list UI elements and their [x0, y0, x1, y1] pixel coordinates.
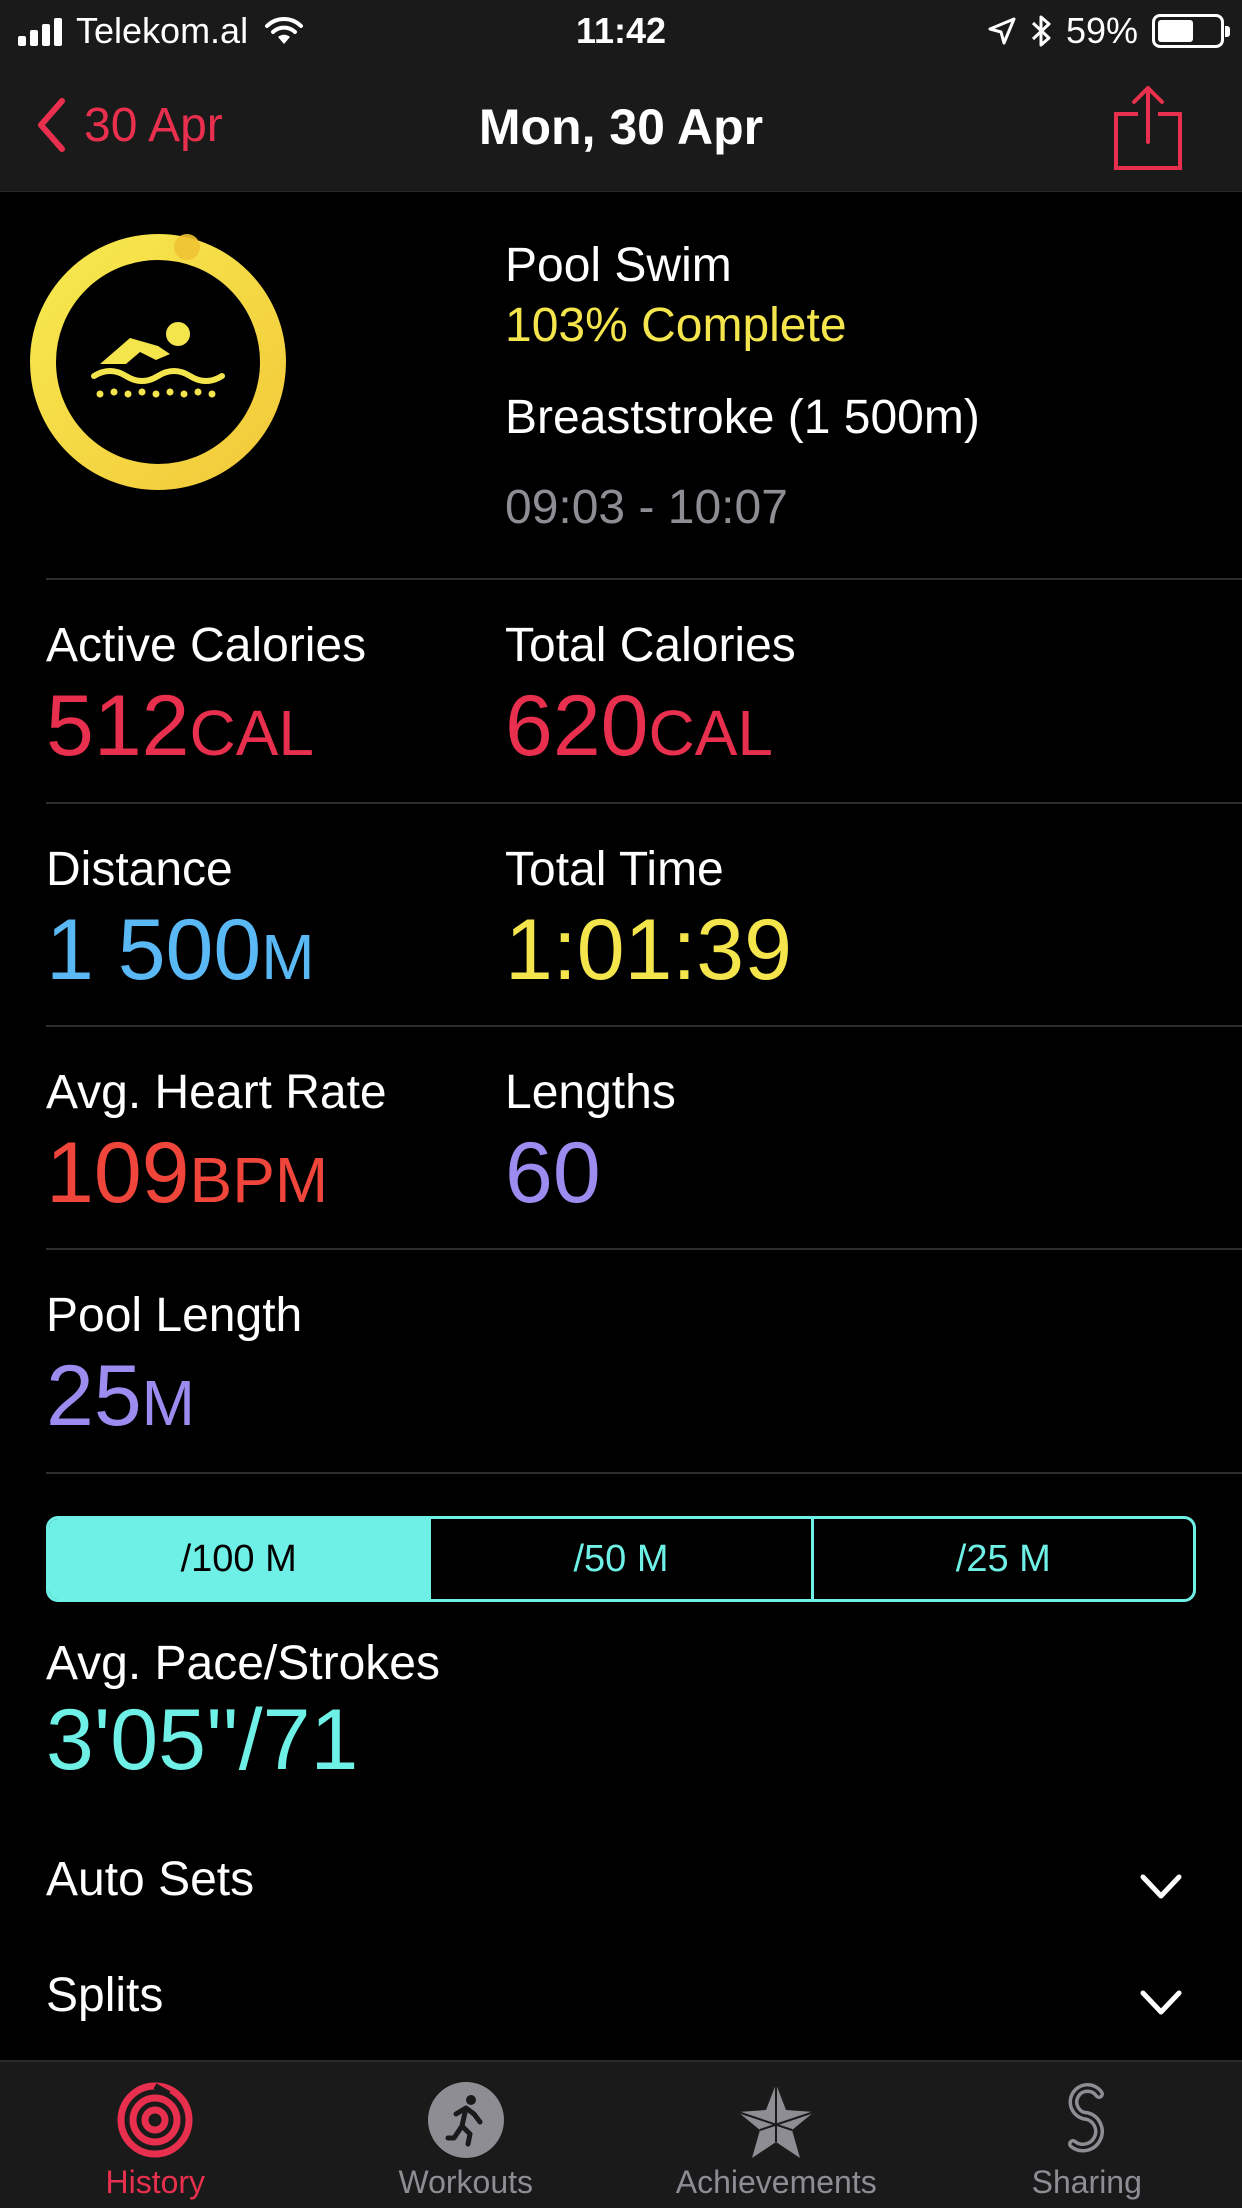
divider	[46, 578, 1242, 580]
unit: CAL	[189, 697, 315, 769]
active-calories-value: 512CAL	[46, 678, 315, 774]
workout-name: Pool Swim	[505, 239, 732, 292]
bluetooth-icon	[1031, 15, 1051, 47]
divider	[46, 802, 1242, 804]
distance-label: Distance	[46, 843, 233, 896]
workout-stroke: Breaststroke (1 500m)	[505, 391, 980, 444]
segment-per-100m[interactable]: /100 M	[49, 1519, 429, 1599]
share-icon[interactable]	[1112, 84, 1184, 170]
divider	[46, 1025, 1242, 1027]
active-calories-label: Active Calories	[46, 619, 367, 672]
sharing-icon	[1067, 2083, 1104, 2153]
divider	[46, 1472, 1242, 1474]
lengths-label: Lengths	[505, 1066, 676, 1119]
avg-heart-rate-label: Avg. Heart Rate	[46, 1066, 387, 1119]
swimmer-icon	[91, 322, 225, 398]
unit: CAL	[648, 697, 774, 769]
splits-row[interactable]: Splits	[46, 1969, 164, 2022]
back-label: 30 Apr	[84, 98, 223, 152]
avg-pace-label: Avg. Pace/Strokes	[46, 1637, 440, 1690]
workout-progress-ring	[30, 234, 286, 490]
avg-pace-value: 3'05''/71	[46, 1692, 359, 1788]
tab-label: Workouts	[398, 2164, 534, 2200]
carrier-name: Telekom.al	[76, 10, 249, 51]
battery-icon	[1152, 14, 1230, 48]
workout-time-range: 09:03 - 10:07	[505, 481, 788, 534]
tab-label: History	[105, 2164, 206, 2200]
avg-heart-rate-value: 109BPM	[46, 1125, 329, 1221]
history-rings-icon	[117, 2082, 193, 2158]
wifi-icon	[265, 16, 304, 44]
unit: M	[141, 1367, 195, 1439]
battery-percent: 59%	[1065, 10, 1138, 51]
chevron-down-icon[interactable]	[1140, 1874, 1182, 1900]
status-bar: Telekom.al 11:42 59%	[0, 0, 1242, 62]
star-icon	[737, 2084, 815, 2158]
auto-sets-row[interactable]: Auto Sets	[46, 1853, 255, 1906]
total-time-label: Total Time	[505, 843, 724, 896]
chevron-left-icon	[38, 98, 65, 152]
divider	[46, 1248, 1242, 1250]
tab-bar: History Workouts Achievements Sharing	[0, 2060, 1242, 2208]
cellular-signal-icon	[18, 16, 62, 46]
total-calories-label: Total Calories	[505, 619, 796, 672]
segment-per-50m[interactable]: /50 M	[428, 1519, 810, 1599]
pace-unit-segmented-control: /100 M /50 M /25 M	[46, 1516, 1196, 1602]
lengths-value: 60	[505, 1125, 601, 1221]
runner-icon	[427, 2082, 504, 2158]
chevron-down-icon[interactable]	[1140, 1990, 1182, 2016]
tab-sharing[interactable]: Sharing	[932, 2062, 1242, 2208]
tab-achievements[interactable]: Achievements	[621, 2062, 932, 2208]
location-arrow-icon	[988, 17, 1016, 45]
unit: M	[261, 921, 315, 993]
total-calories-value: 620CAL	[505, 678, 774, 774]
workout-completion: 103% Complete	[505, 299, 847, 352]
tab-history[interactable]: History	[0, 2062, 311, 2208]
total-time-value: 1:01:39	[505, 902, 792, 998]
tab-workouts[interactable]: Workouts	[311, 2062, 622, 2208]
back-button[interactable]: 30 Apr	[36, 92, 223, 158]
segment-per-25m[interactable]: /25 M	[810, 1519, 1193, 1599]
tab-label: Sharing	[1031, 2164, 1142, 2200]
tab-label: Achievements	[675, 2164, 877, 2200]
pool-length-value: 25M	[46, 1348, 195, 1444]
navigation-bar: 30 Apr Mon, 30 Apr	[0, 62, 1242, 192]
distance-value: 1 500M	[46, 902, 315, 998]
unit: BPM	[189, 1144, 329, 1216]
page-title: Mon, 30 Apr	[478, 99, 764, 155]
status-time: 11:42	[575, 10, 667, 51]
pool-length-label: Pool Length	[46, 1289, 303, 1342]
